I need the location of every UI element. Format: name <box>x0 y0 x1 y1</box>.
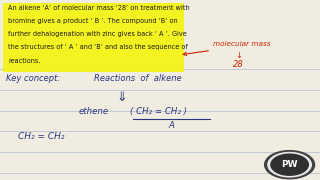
Text: ethene: ethene <box>78 107 108 116</box>
Text: bromine gives a product ‘ B ’. The compound ‘B’ on: bromine gives a product ‘ B ’. The compo… <box>8 18 178 24</box>
Text: ⇓: ⇓ <box>117 91 127 104</box>
Circle shape <box>265 151 315 179</box>
Circle shape <box>271 154 308 175</box>
Circle shape <box>268 152 311 177</box>
Text: the structures of ‘ A ’ and ‘B’ and also the sequence of: the structures of ‘ A ’ and ‘B’ and also… <box>8 44 188 50</box>
Text: An alkene ‘A’ of molecular mass ‘28’ on treatment with: An alkene ‘A’ of molecular mass ‘28’ on … <box>8 4 190 10</box>
Text: ↓: ↓ <box>235 51 242 60</box>
FancyBboxPatch shape <box>3 3 184 72</box>
Text: Key concept:: Key concept: <box>6 74 61 83</box>
Text: molecular mass: molecular mass <box>213 40 270 46</box>
Text: further dehalogenation with zinc gives back ‘ A ’. Give: further dehalogenation with zinc gives b… <box>8 31 187 37</box>
Text: reactions.: reactions. <box>8 58 40 64</box>
Text: 28: 28 <box>233 60 244 69</box>
Text: ( CH₂ = CH₂ ): ( CH₂ = CH₂ ) <box>130 107 187 116</box>
Text: CH₂ = CH₂: CH₂ = CH₂ <box>18 132 64 141</box>
Text: PW: PW <box>281 160 298 169</box>
Text: Reactions  of  alkene: Reactions of alkene <box>94 74 182 83</box>
Text: A: A <box>168 121 174 130</box>
